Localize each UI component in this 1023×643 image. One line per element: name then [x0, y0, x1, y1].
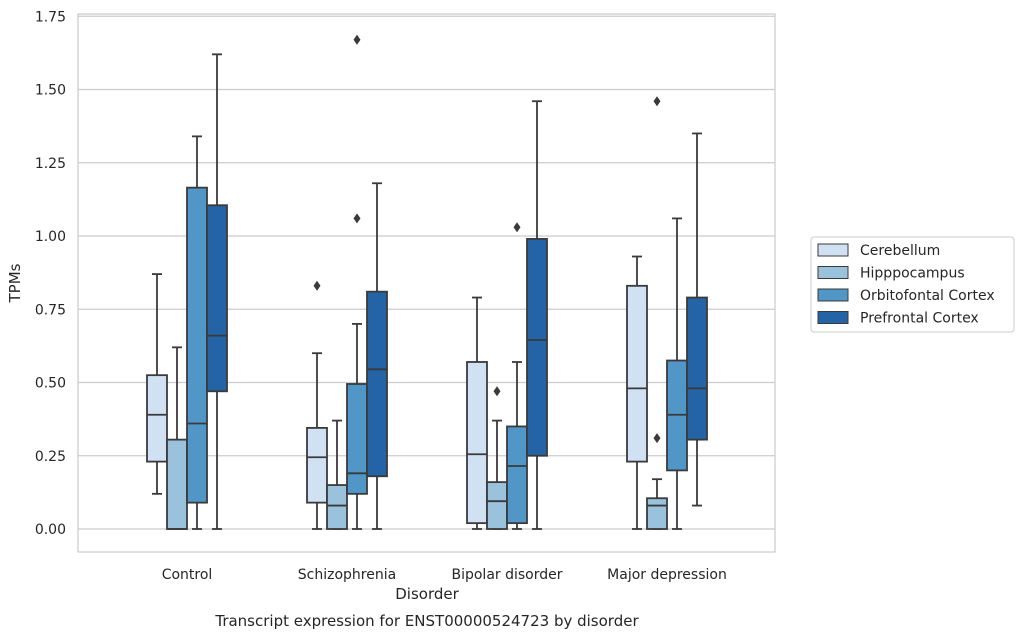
- legend-frame: [810, 236, 1015, 333]
- box-body: [166, 438, 188, 530]
- box-body: [686, 296, 708, 441]
- x-tick-labels: Control Schizophrenia Bipolar disorder Majo…: [162, 567, 727, 583]
- legend-swatch: [817, 288, 849, 302]
- box-body: [466, 361, 488, 525]
- x-tick-label: Control: [162, 567, 213, 583]
- outlier-point: [653, 96, 661, 107]
- box-body: [146, 374, 168, 463]
- y-axis-label: TPMs: [6, 263, 24, 303]
- box-1-3: [366, 182, 388, 530]
- legend: Cerebellum Hipppocampus Orbitofontal Corte…: [810, 236, 1015, 333]
- y-tick-label: 0.50: [35, 376, 66, 392]
- box-body: [206, 204, 228, 393]
- legend-swatch: [817, 311, 849, 324]
- y-tick-label: 0.00: [35, 522, 66, 538]
- box-body: [346, 383, 368, 495]
- outlier-point: [513, 222, 521, 233]
- box-body: [326, 484, 348, 530]
- box-3-3: [686, 132, 708, 507]
- outlier-point: [313, 280, 321, 291]
- x-tick-label: Bipolar disorder: [451, 567, 562, 583]
- legend-label: Prefrontal Cortex: [860, 311, 979, 327]
- box-groups: [146, 34, 708, 530]
- box-0-3: [206, 53, 228, 530]
- box-body: [366, 290, 388, 478]
- chart-caption: Transcript expression for ENST0000052472…: [214, 612, 639, 630]
- box-1-0: [306, 280, 328, 530]
- box-2-3: [526, 100, 548, 530]
- x-axis-label: Disorder: [395, 585, 459, 603]
- legend-label: Hipppocampus: [860, 266, 965, 282]
- box-body: [306, 427, 328, 504]
- box-body: [186, 186, 208, 504]
- box-1-1: [326, 419, 348, 530]
- box-body: [626, 284, 648, 463]
- box-body: [486, 481, 508, 530]
- y-tick-label: 1.50: [35, 83, 66, 99]
- box-3-2: [666, 217, 688, 530]
- legend-label: Orbitofontal Cortex: [860, 288, 995, 304]
- legend-swatch: [817, 266, 849, 279]
- outlier-point: [353, 34, 361, 45]
- outlier-point: [653, 433, 661, 444]
- y-tick-label: 0.25: [35, 449, 66, 465]
- x-tick-label: Schizophrenia: [298, 567, 396, 583]
- box-0-0: [146, 273, 168, 495]
- box-body: [526, 238, 548, 457]
- box-0-1: [166, 346, 188, 530]
- legend-swatch: [817, 243, 849, 257]
- box-2-2: [506, 222, 528, 530]
- y-tick-label: 1.25: [35, 156, 66, 172]
- box-2-0: [466, 296, 488, 530]
- y-tick-label: 0.75: [35, 302, 66, 318]
- y-tick-labels: 0.00 0.25 0.50 0.75 1.00 1.25 1.50 1.75: [35, 9, 66, 538]
- box-3-1: [646, 96, 668, 530]
- plot-frame: [77, 13, 776, 553]
- legend-label: Cerebellum: [860, 243, 940, 259]
- box-body: [646, 497, 668, 530]
- outlier-point: [353, 213, 361, 224]
- y-tick-label: 1.75: [35, 9, 66, 25]
- box-body: [506, 425, 528, 525]
- outlier-point: [493, 386, 501, 397]
- y-tick-label: 1.00: [35, 229, 66, 245]
- box-0-2: [186, 135, 208, 530]
- box-3-0: [626, 255, 648, 530]
- x-tick-label: Major depression: [607, 567, 727, 583]
